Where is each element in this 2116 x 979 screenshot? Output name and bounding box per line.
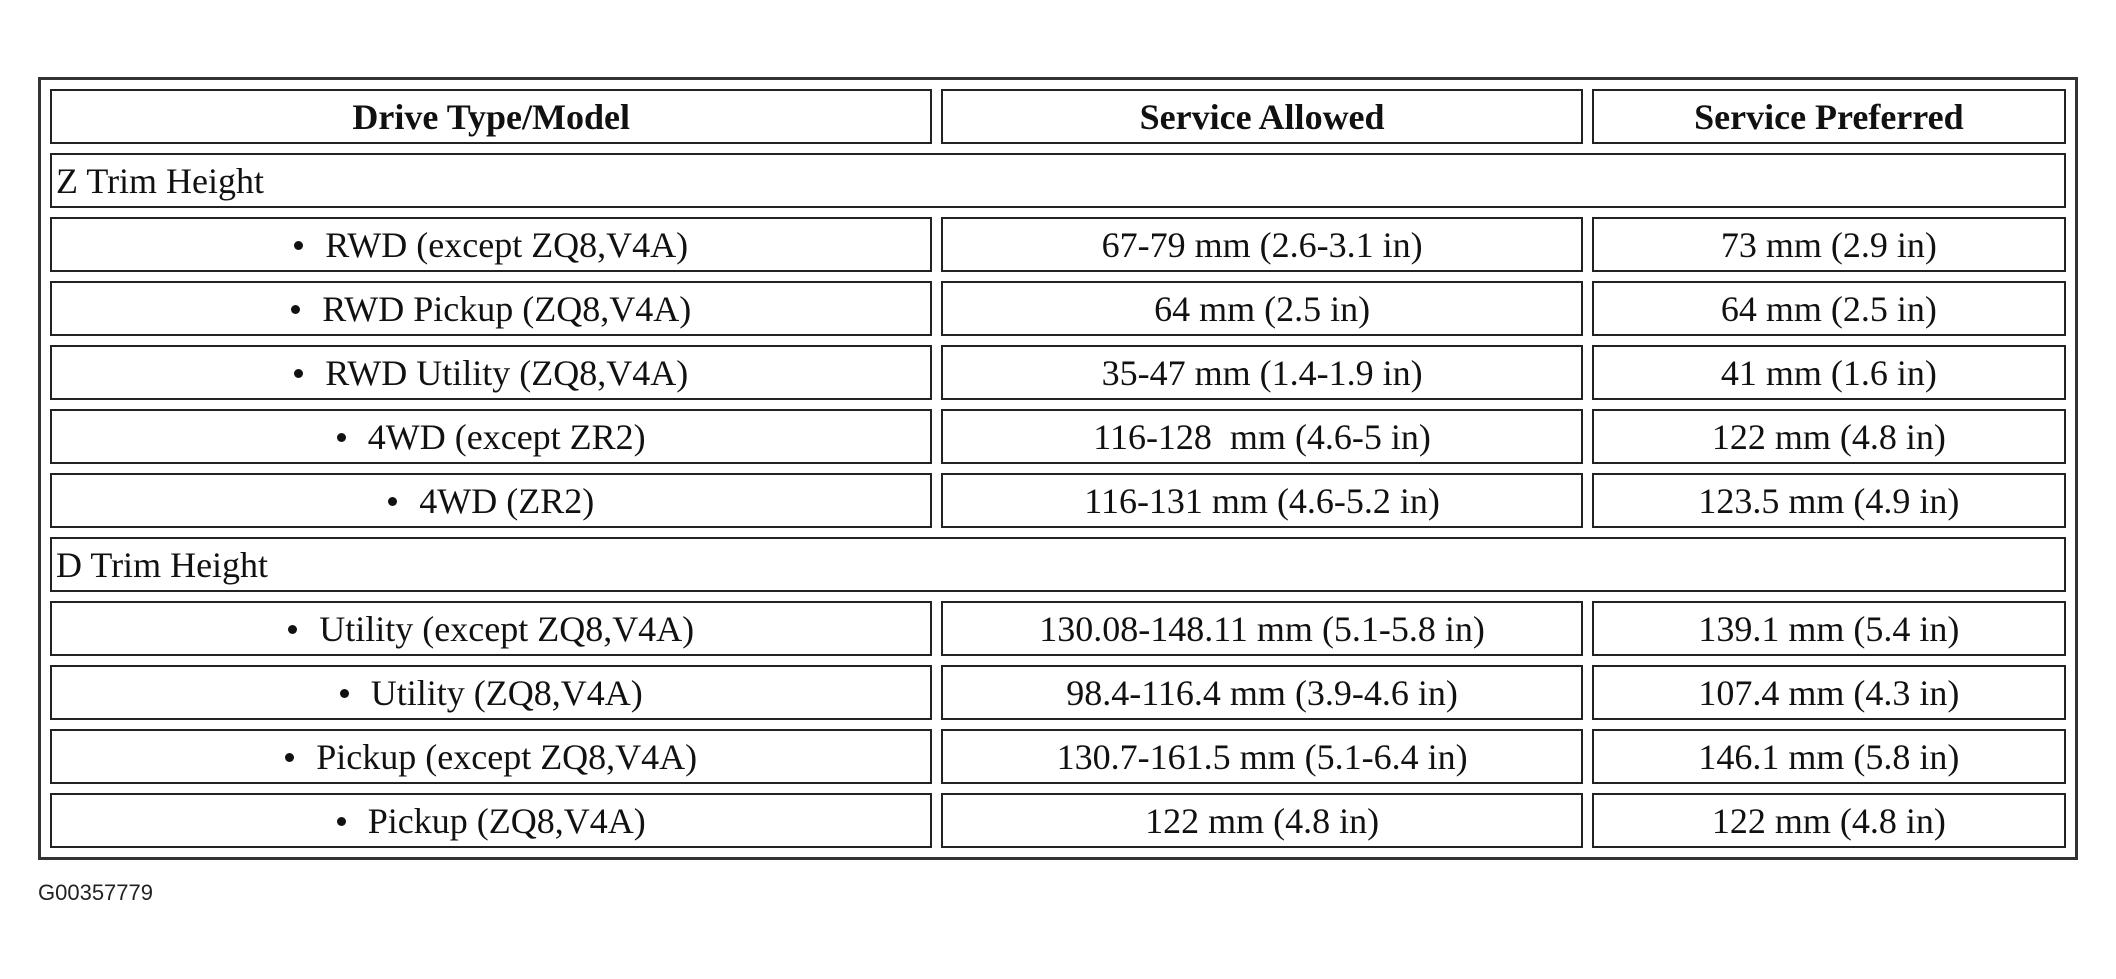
model-text: 4WD (ZR2) [419, 480, 595, 521]
data-row: RWD Pickup (ZQ8,V4A) 64 mm (2.5 in) 64 mm … [50, 281, 2066, 336]
data-row: Utility (ZQ8,V4A) 98.4-116.4 mm (3.9-4.6 … [50, 665, 2066, 720]
allowed-cell: 64 mm (2.5 in) [941, 281, 1583, 336]
trim-height-table: Drive Type/Model Service Allowed Service P… [38, 77, 2078, 860]
model-text: Utility (except ZQ8,V4A) [319, 608, 695, 649]
data-row: Pickup (except ZQ8,V4A) 130.7-161.5 mm (5… [50, 729, 2066, 784]
model-text: Pickup (except ZQ8,V4A) [316, 736, 698, 777]
preferred-cell: 123.5 mm (4.9 in) [1591, 473, 2066, 528]
bullet [291, 304, 301, 314]
section-title: D Trim Height [50, 537, 2066, 592]
allowed-cell: 122 mm (4.8 in) [941, 793, 1583, 848]
model-cell: 4WD (except ZR2) [50, 409, 933, 464]
preferred-cell: 41 mm (1.6 in) [1591, 345, 2066, 400]
preferred-cell: 73 mm (2.9 in) [1591, 217, 2066, 272]
column-header: Service Preferred [1591, 89, 2066, 144]
allowed-cell: 98.4-116.4 mm (3.9-4.6 in) [941, 665, 1583, 720]
section-row: Z Trim Height [50, 153, 2066, 208]
bullet [336, 432, 346, 442]
data-row: Pickup (ZQ8,V4A) 122 mm (4.8 in) 122 mm (4… [50, 793, 2066, 848]
figure-code: G00357779 [38, 880, 153, 905]
allowed-cell: 130.08-148.11 mm (5.1-5.8 in) [941, 601, 1583, 656]
allowed-cell: 35-47 mm (1.4-1.9 in) [941, 345, 1583, 400]
column-header: Service Allowed [941, 89, 1583, 144]
model-text: Pickup (ZQ8,V4A) [367, 800, 646, 841]
bullet [388, 496, 398, 506]
model-cell: Utility (except ZQ8,V4A) [50, 601, 933, 656]
model-text: RWD (except ZQ8,V4A) [325, 224, 689, 265]
preferred-cell: 107.4 mm (4.3 in) [1591, 665, 2066, 720]
data-row: 4WD (except ZR2) 116-128 mm (4.6-5 in) 122… [50, 409, 2066, 464]
section-title: Z Trim Height [50, 153, 2066, 208]
model-cell: Utility (ZQ8,V4A) [50, 665, 933, 720]
bullet [288, 624, 298, 634]
bullet [336, 816, 346, 826]
model-cell: RWD Pickup (ZQ8,V4A) [50, 281, 933, 336]
bullet [294, 240, 304, 250]
preferred-cell: 146.1 mm (5.8 in) [1591, 729, 2066, 784]
section-row: D Trim Height [50, 537, 2066, 592]
model-cell: RWD (except ZQ8,V4A) [50, 217, 933, 272]
bullet [339, 688, 349, 698]
allowed-cell: 130.7-161.5 mm (5.1-6.4 in) [941, 729, 1583, 784]
bullet [285, 752, 295, 762]
data-row: 4WD (ZR2) 116-131 mm (4.6-5.2 in) 123.5 mm… [50, 473, 2066, 528]
table-body: Drive Type/Model Service Allowed Service P… [50, 89, 2066, 848]
preferred-cell: 139.1 mm (5.4 in) [1591, 601, 2066, 656]
model-text: 4WD (except ZR2) [367, 416, 646, 457]
bullet [294, 368, 304, 378]
preferred-cell: 122 mm (4.8 in) [1591, 793, 2066, 848]
model-cell: 4WD (ZR2) [50, 473, 933, 528]
allowed-cell: 116-128 mm (4.6-5 in) [941, 409, 1583, 464]
model-cell: RWD Utility (ZQ8,V4A) [50, 345, 933, 400]
data-row: RWD (except ZQ8,V4A) 67-79 mm (2.6-3.1 in… [50, 217, 2066, 272]
data-row: Utility (except ZQ8,V4A) 130.08-148.11 mm… [50, 601, 2066, 656]
model-cell: Pickup (except ZQ8,V4A) [50, 729, 933, 784]
model-text: RWD Utility (ZQ8,V4A) [325, 352, 689, 393]
preferred-cell: 64 mm (2.5 in) [1591, 281, 2066, 336]
model-text: RWD Pickup (ZQ8,V4A) [322, 288, 692, 329]
allowed-cell: 67-79 mm (2.6-3.1 in) [941, 217, 1583, 272]
header-row: Drive Type/Model Service Allowed Service P… [50, 89, 2066, 144]
column-header: Drive Type/Model [50, 89, 933, 144]
allowed-cell: 116-131 mm (4.6-5.2 in) [941, 473, 1583, 528]
data-row: RWD Utility (ZQ8,V4A) 35-47 mm (1.4-1.9 i… [50, 345, 2066, 400]
preferred-cell: 122 mm (4.8 in) [1591, 409, 2066, 464]
model-cell: Pickup (ZQ8,V4A) [50, 793, 933, 848]
model-text: Utility (ZQ8,V4A) [370, 672, 643, 713]
